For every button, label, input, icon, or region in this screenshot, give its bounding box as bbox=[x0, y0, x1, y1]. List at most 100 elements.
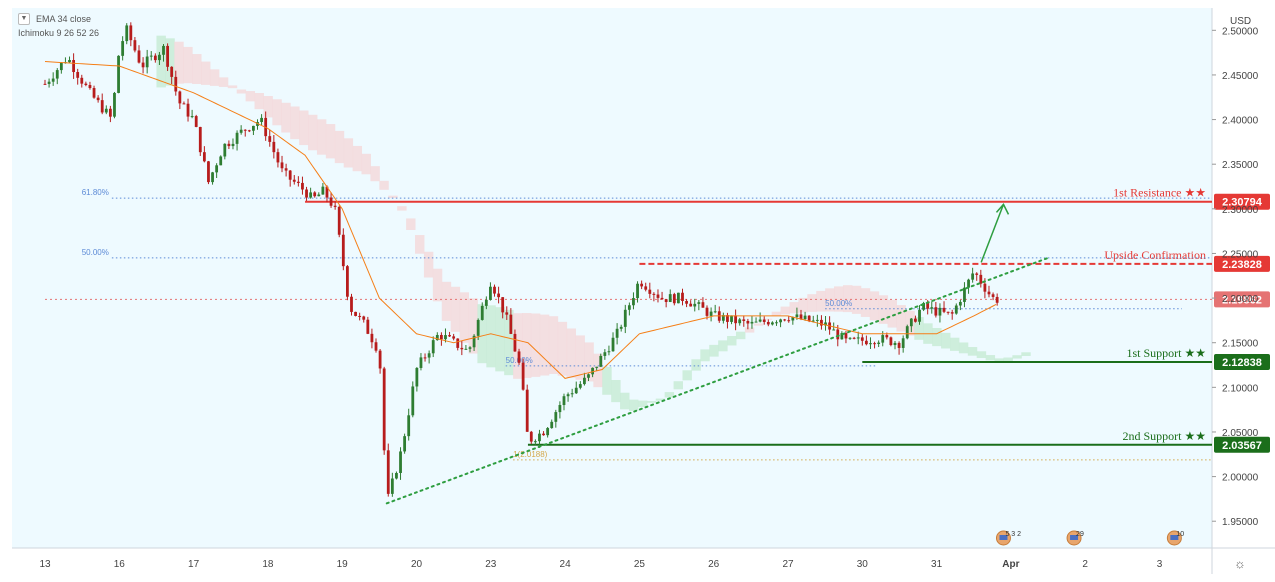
candle-body bbox=[529, 431, 533, 442]
candle-body bbox=[815, 319, 819, 321]
candle-body bbox=[272, 141, 276, 153]
candle-body bbox=[791, 316, 795, 321]
cloud-segment bbox=[628, 399, 639, 411]
candle-body bbox=[844, 333, 848, 339]
candle-body bbox=[918, 309, 921, 322]
candle-body bbox=[51, 78, 55, 82]
candle-body bbox=[963, 287, 966, 302]
ichimoku-legend-label[interactable]: Ichimoku 9 26 52 26 bbox=[18, 28, 100, 38]
cloud-segment bbox=[174, 41, 184, 84]
candle-body bbox=[509, 314, 513, 334]
candle-body bbox=[476, 319, 480, 336]
candle-body bbox=[145, 56, 149, 68]
candle-body bbox=[435, 334, 439, 341]
candle-body bbox=[190, 116, 194, 118]
price-tag-label: 2.19862 bbox=[1222, 294, 1262, 306]
cloud-segment bbox=[976, 351, 987, 359]
cloud-segment bbox=[290, 106, 300, 140]
cloud-segment bbox=[397, 206, 407, 211]
cloud-segment bbox=[789, 302, 799, 314]
candle-body bbox=[104, 108, 108, 113]
gear-icon[interactable]: ☼ bbox=[1234, 556, 1246, 571]
candle-body bbox=[423, 357, 427, 359]
candle-body bbox=[219, 156, 223, 166]
projection-arrow-shaft bbox=[980, 204, 1005, 263]
candle-body bbox=[211, 172, 214, 183]
candle-body bbox=[758, 319, 762, 322]
cloud-segment bbox=[825, 288, 835, 312]
cloud-segment bbox=[932, 328, 942, 347]
candle-body bbox=[542, 433, 545, 436]
cloud-segment bbox=[468, 298, 478, 354]
cloud-segment bbox=[1012, 355, 1022, 359]
candle-body bbox=[644, 286, 648, 290]
cloud-segment bbox=[994, 358, 1004, 363]
candle-body bbox=[235, 132, 239, 144]
fib-label: 61.80% bbox=[82, 188, 109, 197]
candle-body bbox=[922, 303, 925, 310]
cloud-segment bbox=[575, 335, 585, 380]
ichimoku-cloud bbox=[156, 35, 1031, 411]
candle-body bbox=[427, 353, 431, 358]
cloud-segment bbox=[236, 89, 247, 94]
candle-body bbox=[766, 321, 770, 325]
cloud-segment bbox=[227, 85, 238, 89]
candle-body bbox=[464, 348, 468, 350]
candle-body bbox=[546, 428, 550, 436]
candle-body bbox=[390, 478, 394, 494]
candle-body bbox=[186, 103, 190, 117]
candle-body bbox=[648, 289, 652, 294]
price-tag-bg bbox=[1214, 291, 1270, 308]
cloud-segment bbox=[192, 54, 202, 85]
price-tag-label: 2.12838 bbox=[1222, 357, 1262, 369]
candle-body bbox=[852, 337, 856, 339]
candle-body bbox=[983, 283, 987, 292]
candle-body bbox=[411, 386, 415, 416]
candle-body bbox=[787, 320, 791, 322]
cloud-segment bbox=[522, 313, 532, 378]
ema-legend-label[interactable]: EMA 34 close bbox=[36, 14, 92, 24]
candle-body bbox=[468, 347, 472, 349]
cloud-segment bbox=[245, 91, 256, 102]
candle-body bbox=[125, 25, 129, 42]
candle-body bbox=[930, 307, 934, 309]
candle-body bbox=[901, 338, 905, 348]
candle-body bbox=[456, 338, 460, 348]
candle-body bbox=[856, 337, 860, 339]
cloud-segment bbox=[406, 218, 416, 230]
candle-body bbox=[726, 315, 729, 322]
candle-body bbox=[153, 55, 157, 61]
cloud-segment bbox=[423, 251, 434, 278]
x-tick-label: 25 bbox=[634, 559, 646, 570]
candle-body bbox=[415, 367, 419, 387]
candle-body bbox=[914, 318, 917, 322]
x-tick-label: 2 bbox=[1082, 559, 1088, 570]
candle-body bbox=[946, 311, 950, 313]
candle-body bbox=[578, 384, 582, 388]
candle-body bbox=[121, 41, 125, 56]
cloud-segment bbox=[941, 332, 951, 349]
currency-label: USD bbox=[1230, 16, 1252, 27]
candle-body bbox=[59, 62, 63, 71]
cloud-segment bbox=[896, 305, 906, 332]
cloud-segment bbox=[967, 347, 978, 356]
cloud-segment bbox=[218, 77, 229, 87]
us-flag-icon-canton bbox=[1070, 535, 1079, 540]
candle-body bbox=[292, 179, 296, 182]
cloud-segment bbox=[495, 307, 505, 372]
candle-body bbox=[877, 342, 881, 344]
candle-body bbox=[341, 234, 345, 267]
candle-body bbox=[92, 88, 96, 98]
y-tick-label: 2.40000 bbox=[1222, 116, 1259, 127]
y-tick-label: 2.50000 bbox=[1222, 26, 1259, 37]
candle-body bbox=[562, 396, 566, 406]
candle-body bbox=[362, 316, 366, 320]
chevron-down-icon[interactable]: ▼ bbox=[18, 13, 30, 25]
candle-body bbox=[701, 302, 705, 308]
candle-body bbox=[811, 320, 815, 322]
candle-body bbox=[452, 336, 456, 339]
candle-body bbox=[325, 186, 329, 198]
candle-body bbox=[971, 273, 975, 280]
plot-area bbox=[12, 8, 1212, 548]
